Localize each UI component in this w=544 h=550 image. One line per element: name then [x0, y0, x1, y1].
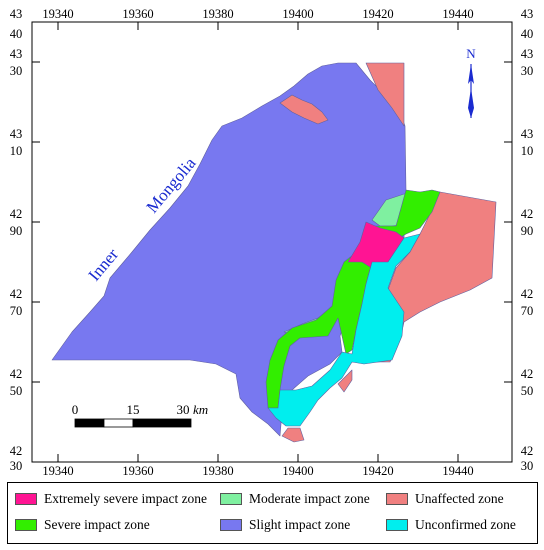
scale-label-30: 30 — [177, 402, 190, 417]
y-tick-left-2b: 30 — [10, 64, 23, 78]
x-tick-top-6: 19440 — [442, 7, 473, 21]
legend-swatch — [15, 493, 37, 505]
scale-label-unit: km — [193, 402, 208, 417]
y-ticks-right: 43 40 43 30 43 10 42 90 42 70 42 50 42 3… — [521, 7, 534, 473]
y-tick-right-3b: 10 — [521, 144, 534, 158]
legend-label: Moderate impact zone — [249, 491, 370, 506]
y-tick-right-7b: 30 — [521, 459, 534, 473]
y-tick-left-6a: 42 — [10, 367, 23, 381]
legend-swatch — [15, 519, 37, 531]
zones — [51, 62, 497, 443]
y-tick-right-6a: 42 — [521, 367, 534, 381]
scale-label-0: 0 — [72, 402, 79, 417]
legend-swatch — [220, 519, 242, 531]
legend-item-unconfirmed: Unconfirmed zone — [386, 515, 516, 535]
zone-unaffected-north — [279, 94, 329, 125]
zone-unconfirmed — [267, 233, 421, 427]
legend-label: Severe impact zone — [44, 517, 150, 532]
y-tick-left-5a: 42 — [10, 287, 23, 301]
y-tick-left-5b: 70 — [10, 304, 23, 318]
legend-label: Unconfirmed zone — [415, 517, 516, 532]
legend-item-slight: Slight impact zone — [220, 515, 350, 535]
legend-swatch — [220, 493, 242, 505]
legend-swatch — [386, 519, 408, 531]
legend-item-extremely-severe: Extremely severe impact zone — [15, 489, 207, 509]
zone-unaffected-se — [337, 369, 353, 393]
y-tick-right-1a: 43 — [521, 7, 534, 21]
y-tick-right-3a: 43 — [521, 127, 534, 141]
x-tick-top-2: 19360 — [122, 7, 153, 21]
y-tick-right-4a: 42 — [521, 207, 534, 221]
legend-label: Extremely severe impact zone — [44, 491, 208, 506]
x-tick-top-1: 19340 — [42, 7, 73, 21]
y-ticks-left: 43 40 43 30 43 10 42 90 42 70 42 50 42 3… — [10, 7, 23, 473]
y-tick-left-3a: 43 — [10, 127, 23, 141]
y-tick-left-1b: 40 — [10, 27, 23, 41]
x-tick-bottom-3: 19380 — [202, 464, 233, 478]
zone-unaffected-ne — [365, 62, 405, 127]
y-tick-right-6b: 50 — [521, 384, 534, 398]
x-tick-top-4: 19400 — [282, 7, 313, 21]
y-tick-right-2b: 30 — [521, 64, 534, 78]
y-tick-left-7b: 30 — [10, 459, 23, 473]
legend-item-severe: Severe impact zone — [15, 515, 150, 535]
legend: Extremely severe impact zone Moderate im… — [7, 482, 538, 544]
y-tick-right-5b: 70 — [521, 304, 534, 318]
y-tick-left-4a: 42 — [10, 207, 23, 221]
y-tick-right-1b: 40 — [521, 27, 534, 41]
legend-item-moderate: Moderate impact zone — [220, 489, 370, 509]
y-tick-right-7a: 42 — [521, 444, 534, 458]
y-tick-left-3b: 10 — [10, 144, 23, 158]
y-tick-left-1a: 43 — [10, 7, 23, 21]
x-tick-top-3: 19380 — [202, 7, 233, 21]
legend-label: Slight impact zone — [249, 517, 351, 532]
map-frame — [31, 21, 513, 463]
x-tick-top-5: 19420 — [362, 7, 393, 21]
y-tick-left-6b: 50 — [10, 384, 23, 398]
legend-label: Unaffected zone — [415, 491, 504, 506]
x-tick-bottom-4: 19400 — [282, 464, 313, 478]
zone-severe — [265, 189, 441, 409]
frame-ticks — [32, 22, 512, 462]
x-tick-bottom-5: 19420 — [362, 464, 393, 478]
x-tick-bottom-2: 19360 — [122, 464, 153, 478]
north-arrow-icon: N — [466, 46, 476, 118]
north-label: N — [466, 46, 476, 61]
zone-unaffected-south — [281, 427, 305, 443]
y-tick-right-2a: 43 — [521, 47, 534, 61]
y-tick-left-2a: 43 — [10, 47, 23, 61]
y-tick-right-4b: 90 — [521, 224, 534, 238]
legend-item-unaffected: Unaffected zone — [386, 489, 504, 509]
y-tick-left-7a: 42 — [10, 444, 23, 458]
scale-bar: 0 15 30 km — [72, 402, 208, 428]
scale-label-15: 15 — [127, 402, 140, 417]
x-tick-bottom-1: 19340 — [42, 464, 73, 478]
legend-swatch — [386, 493, 408, 505]
y-tick-right-5a: 42 — [521, 287, 534, 301]
x-tick-bottom-6: 19440 — [442, 464, 473, 478]
y-tick-left-4b: 90 — [10, 224, 23, 238]
